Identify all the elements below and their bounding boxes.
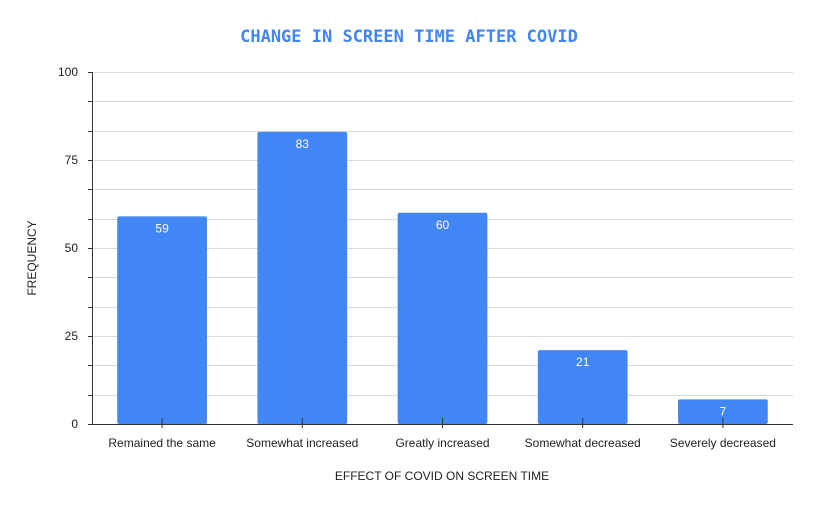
bar-value-label: 7 (720, 404, 727, 418)
y-tick-label: 100 (58, 65, 78, 79)
data-labels: 59 83 60 21 7 (155, 137, 726, 419)
bar-value-label: 83 (296, 137, 310, 151)
x-tick-label: Somewhat increased (246, 436, 358, 450)
bar-value-label: 59 (155, 221, 169, 235)
y-tick-label: 0 (71, 417, 78, 431)
bar (117, 216, 207, 424)
bar (397, 212, 488, 424)
bar (678, 399, 768, 424)
x-axis-title: EFFECT OF COVID ON SCREEN TIME (335, 469, 549, 483)
y-axis-title: FREQUENCY (25, 220, 39, 295)
x-axis: Remained the same Somewhat increased Great… (92, 418, 793, 450)
y-axis: 0 25 50 75 100 (58, 65, 93, 431)
y-tick-label: 50 (65, 241, 79, 255)
chart-title: CHANGE IN SCREEN TIME AFTER COVID (240, 27, 578, 47)
bar (257, 131, 348, 424)
bars (117, 131, 768, 424)
y-tick-label: 75 (65, 153, 79, 167)
x-tick-label: Somewhat decreased (525, 436, 641, 450)
bar-value-label: 21 (576, 355, 590, 369)
y-tick-label: 25 (65, 329, 79, 343)
x-tick-label: Greatly increased (395, 436, 489, 450)
bar-value-label: 60 (436, 218, 450, 232)
bar (537, 350, 628, 424)
x-tick-label: Severely decreased (670, 436, 776, 450)
x-tick-label: Remained the same (108, 436, 216, 450)
